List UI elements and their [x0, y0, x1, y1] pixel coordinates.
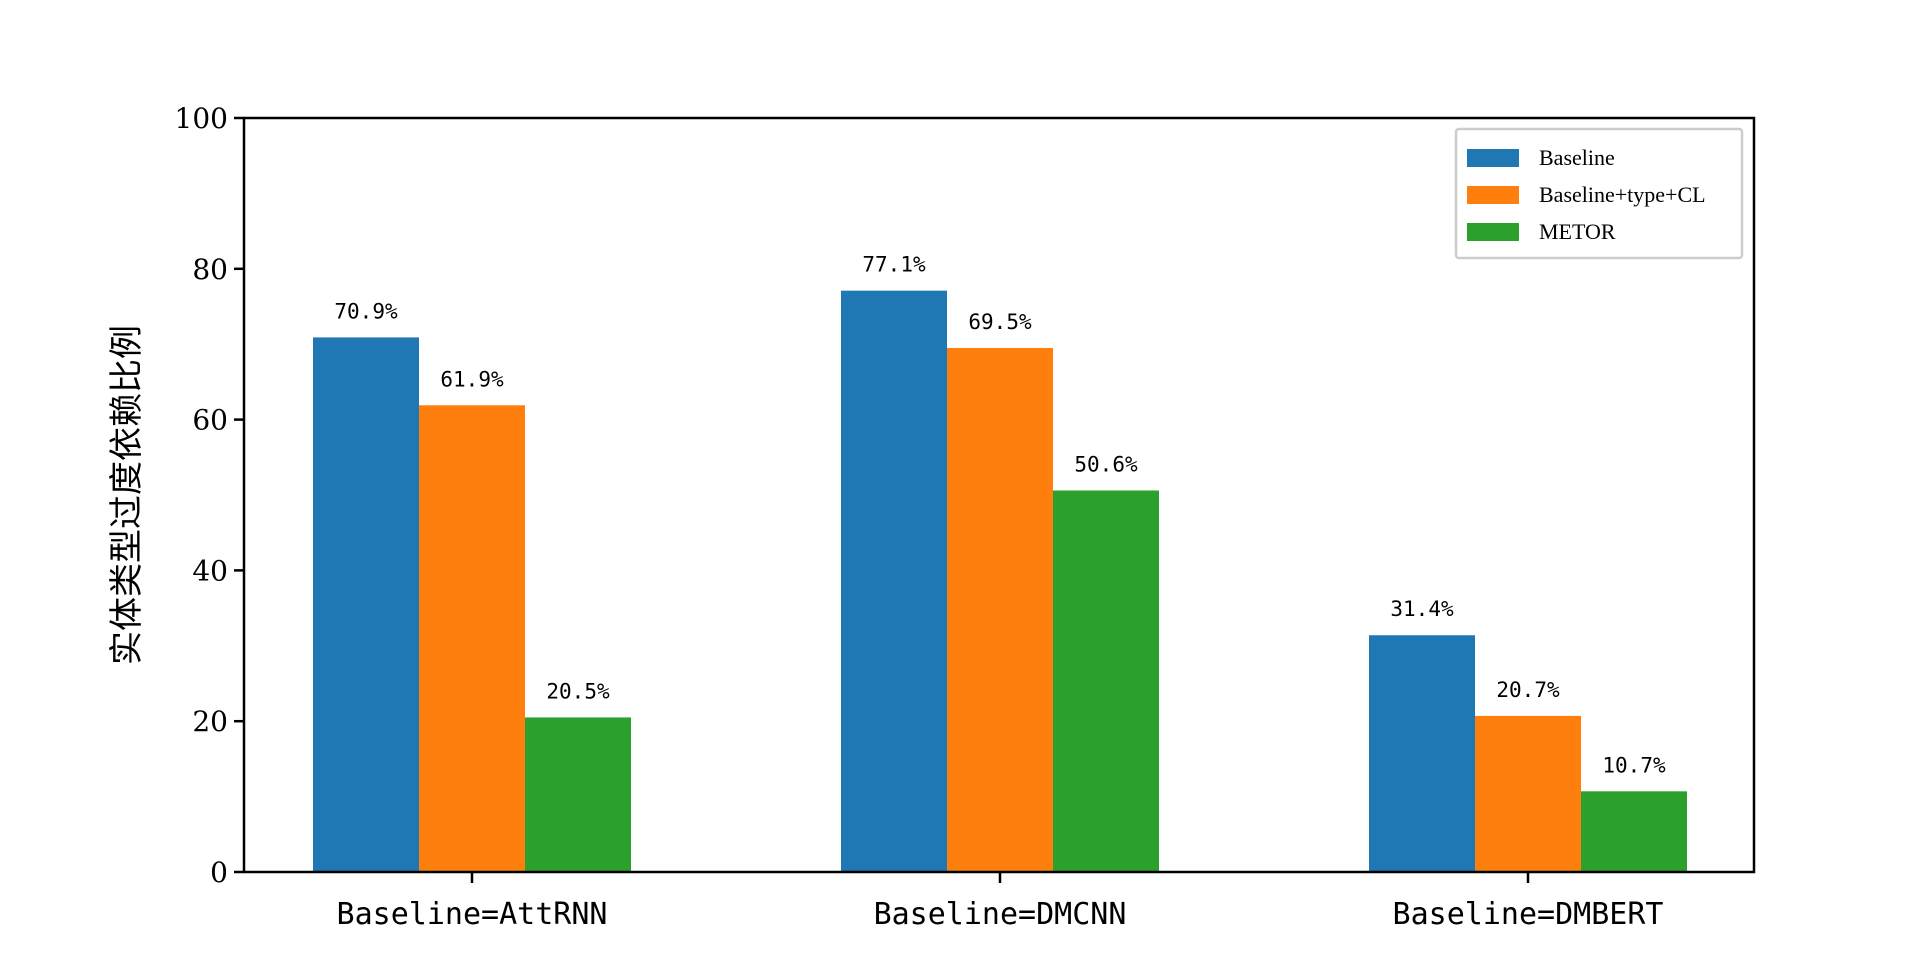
y-axis: 0 20 40 60 80 100: [175, 102, 244, 889]
y-tick-label: 60: [192, 404, 228, 437]
bar: [1053, 490, 1159, 872]
bar-value-label: 61.9%: [440, 367, 504, 391]
y-axis-title: 实体类型过度依赖比例: [107, 325, 147, 665]
bars-layer: [313, 290, 1687, 873]
legend-swatch: [1467, 186, 1519, 204]
bar: [1581, 791, 1687, 872]
legend-swatch: [1467, 223, 1519, 241]
y-tick-label: 0: [210, 856, 228, 889]
y-tick-label: 100: [175, 102, 228, 135]
legend-label: Baseline+type+CL: [1539, 182, 1706, 207]
bar-value-label: 20.5%: [546, 679, 610, 703]
bar-value-label: 77.1%: [862, 253, 926, 277]
value-labels-layer: 70.9% 77.1% 31.4% 61.9% 69.5% 20.7% 20.5% 50.6%…: [334, 253, 1666, 778]
bar: [525, 717, 631, 872]
bar-value-label: 70.9%: [334, 299, 398, 323]
bar: [313, 337, 419, 872]
bar-value-label: 69.5%: [968, 310, 1032, 334]
bar: [1475, 715, 1581, 872]
x-tick-label: Baseline=DMBERT: [1393, 897, 1664, 932]
bar: [419, 405, 525, 872]
bar-value-label: 20.7%: [1496, 678, 1560, 702]
legend-items: Baseline Baseline+type+CL METOR: [1467, 145, 1706, 244]
x-tick-label: Baseline=AttRNN: [337, 897, 608, 932]
x-axis: Baseline=AttRNN Baseline=DMCNN Baseline=DM…: [337, 872, 1664, 932]
legend: Baseline Baseline+type+CL METOR: [1454, 127, 1744, 260]
bar-value-label: 31.4%: [1390, 597, 1454, 621]
legend-swatch: [1467, 149, 1519, 167]
bar: [841, 290, 947, 872]
y-tick-label: 20: [192, 705, 228, 738]
bar: [947, 347, 1053, 873]
bar-value-label: 50.6%: [1074, 452, 1138, 476]
bar-value-label: 10.7%: [1602, 753, 1666, 777]
legend-label: METOR: [1539, 219, 1616, 244]
x-tick-label: Baseline=DMCNN: [874, 897, 1127, 932]
legend-box: [1454, 127, 1744, 260]
y-tick-label: 40: [192, 554, 228, 587]
legend-label: Baseline: [1539, 145, 1615, 170]
y-tick-label: 80: [192, 253, 228, 286]
bar: [1369, 635, 1475, 872]
